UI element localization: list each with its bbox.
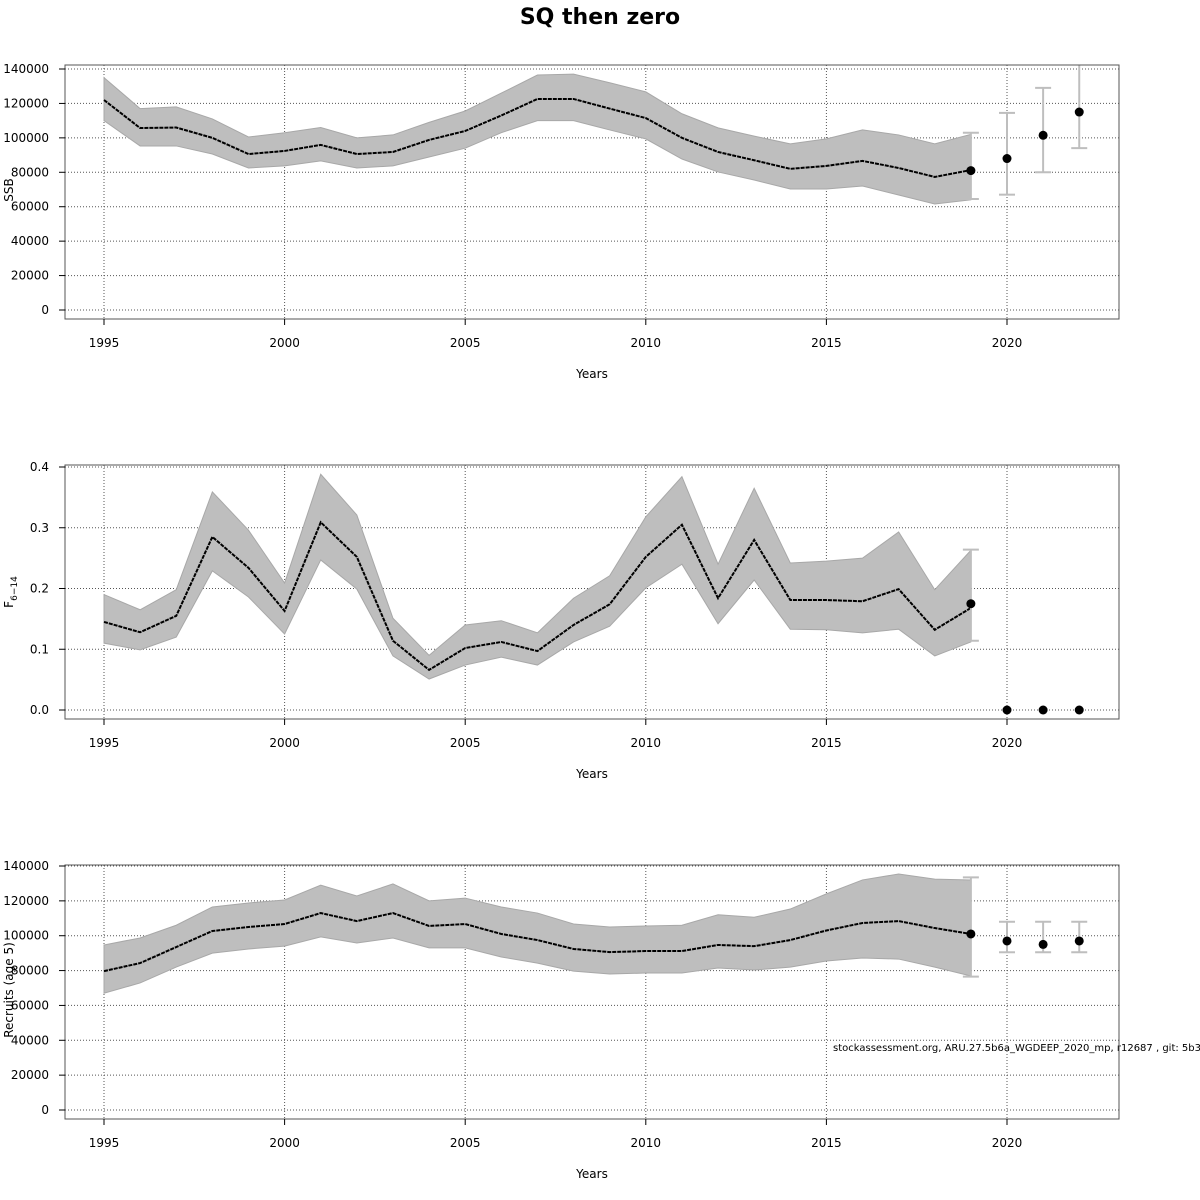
x-axis-label: Years — [575, 1167, 608, 1181]
x-tick-label: 2015 — [811, 736, 842, 750]
plot-area — [103, 65, 1088, 205]
y-tick-label: 0.3 — [30, 521, 49, 535]
x-tick-label: 2000 — [269, 336, 300, 350]
forecast-point — [966, 599, 976, 609]
y-tick-label: 0.2 — [30, 582, 49, 596]
panel-1: 1995 2000 2005 2010 2015 2020 0 20000 40000 60000… — [2, 62, 1120, 381]
y-tick-label: 80000 — [11, 964, 49, 978]
chart-title: SQ then zero — [520, 5, 680, 30]
y-axis-label-subscript: 6−14 — [10, 576, 20, 601]
y-tick-label: 0.4 — [30, 460, 49, 474]
x-axis-label: Years — [575, 767, 608, 781]
estimate-line — [103, 912, 972, 973]
y-tick-label: 60000 — [11, 200, 49, 214]
y-tick-label: 0 — [41, 1103, 49, 1117]
x-tick-label: 2000 — [269, 1136, 300, 1150]
y-tick-label: 60000 — [11, 998, 49, 1012]
plot-box — [64, 464, 1120, 720]
forecast-point — [1038, 705, 1048, 715]
x-tick-label: 2005 — [450, 336, 481, 350]
plot-area — [103, 473, 979, 680]
x-tick-label: 2020 — [992, 336, 1023, 350]
y-axis-label: Recruits (age 5) — [2, 942, 16, 1038]
y-tick-label: 140000 — [3, 62, 49, 76]
panel-3: 1995 2000 2005 2010 2015 2020 0 20000 40000 60000… — [2, 859, 1120, 1181]
x-tick-label: 2010 — [631, 1136, 662, 1150]
y-tick-label: 140000 — [3, 859, 49, 873]
x-tick-label: 1995 — [89, 1136, 120, 1150]
y-tick-label: 20000 — [11, 1068, 49, 1082]
x-tick-label: 2000 — [269, 736, 300, 750]
y-tick-label: 120000 — [3, 96, 49, 110]
confidence-band — [103, 473, 972, 680]
plot-area — [103, 873, 1088, 994]
estimate-line — [103, 520, 972, 672]
forecast-point — [1038, 939, 1048, 949]
y-tick-label: 0.0 — [30, 703, 49, 717]
y-axis-label: SSB — [2, 178, 16, 201]
y-tick-label: 100000 — [3, 131, 49, 145]
panel-2: 1995 2000 2005 2010 2015 2020 0.0 0.1 0.2 0.3 0.4 Y… — [2, 460, 1120, 781]
y-tick-label: 40000 — [11, 1033, 49, 1047]
x-tick-label: 1995 — [89, 736, 120, 750]
y-axis-label: F6−14 — [2, 576, 20, 608]
confidence-band — [103, 73, 972, 205]
forecast-point — [966, 929, 976, 939]
x-tick-label: 2010 — [631, 336, 662, 350]
forecast-point — [1074, 107, 1084, 117]
y-tick-label: 0.1 — [30, 642, 49, 656]
forecast-point — [1038, 130, 1048, 140]
plot-box — [64, 864, 1120, 1120]
y-tick-label: 100000 — [3, 929, 49, 943]
x-tick-label: 2015 — [811, 336, 842, 350]
forecast-point — [1074, 936, 1084, 946]
x-tick-label: 2015 — [811, 1136, 842, 1150]
plot-box — [64, 64, 1120, 320]
y-tick-label: 80000 — [11, 165, 49, 179]
x-tick-label: 2010 — [631, 736, 662, 750]
forecast-point — [1002, 936, 1012, 946]
forecast-point — [1002, 705, 1012, 715]
confidence-band — [103, 873, 972, 994]
forecast-point — [1002, 154, 1012, 164]
y-tick-label: 40000 — [11, 234, 49, 248]
y-tick-label: 20000 — [11, 269, 49, 283]
x-tick-label: 2005 — [450, 736, 481, 750]
y-tick-label: 0 — [41, 303, 49, 317]
x-tick-label: 2020 — [992, 736, 1023, 750]
x-axis-label: Years — [575, 367, 608, 381]
x-tick-label: 2020 — [992, 1136, 1023, 1150]
forecast-point — [1074, 705, 1084, 715]
footnote: stockassessment.org, ARU.27.5b6a_WGDEEP_… — [833, 1043, 1200, 1054]
y-tick-label: 120000 — [3, 894, 49, 908]
forecast-point — [966, 166, 976, 176]
x-tick-label: 1995 — [89, 336, 120, 350]
estimate-line — [103, 97, 972, 178]
x-tick-label: 2005 — [450, 1136, 481, 1150]
